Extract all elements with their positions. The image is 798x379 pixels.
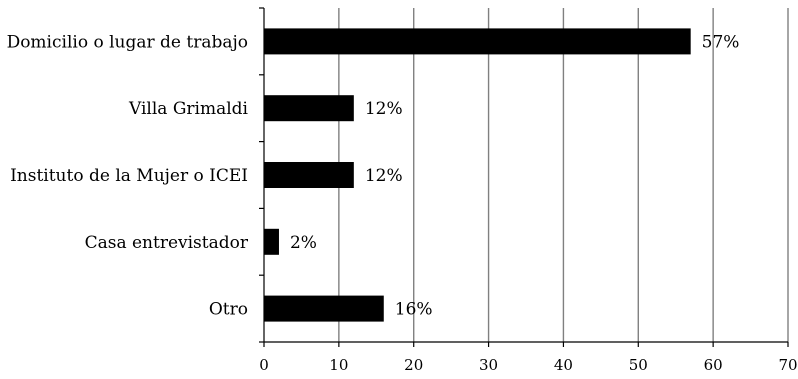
- bar: [264, 162, 354, 188]
- category-label: Domicilio o lugar de trabajo: [7, 32, 248, 52]
- data-label: 2%: [290, 233, 317, 253]
- x-tick-labels: 0 10 20 30 40 50 60 70: [259, 356, 797, 374]
- bars: [264, 28, 691, 322]
- data-labels: 57% 12% 12% 2% 16%: [290, 32, 740, 319]
- data-label: 57%: [702, 32, 740, 52]
- category-label: Casa entrevistador: [85, 233, 249, 253]
- bar: [264, 228, 279, 255]
- category-label: Otro: [209, 300, 248, 320]
- category-labels: Domicilio o lugar de trabajo Villa Grimal…: [7, 32, 249, 319]
- x-tick-label: 20: [404, 356, 423, 374]
- x-tick-label: 50: [629, 356, 648, 374]
- x-tick-label: 70: [778, 356, 797, 374]
- data-label: 12%: [365, 99, 403, 119]
- data-label: 16%: [395, 300, 433, 320]
- x-tick-label: 30: [479, 356, 498, 374]
- gridlines: [338, 8, 789, 342]
- x-tick-label: 0: [259, 356, 269, 374]
- category-label: Instituto de la Mujer o ICEI: [10, 166, 248, 186]
- bar: [264, 295, 384, 322]
- data-label: 12%: [365, 166, 403, 186]
- category-label: Villa Grimaldi: [128, 99, 249, 119]
- x-tick-label: 10: [329, 356, 348, 374]
- bar: [264, 95, 354, 122]
- x-tick-label: 60: [704, 356, 723, 374]
- bar: [264, 28, 691, 55]
- x-tick-label: 40: [554, 356, 573, 374]
